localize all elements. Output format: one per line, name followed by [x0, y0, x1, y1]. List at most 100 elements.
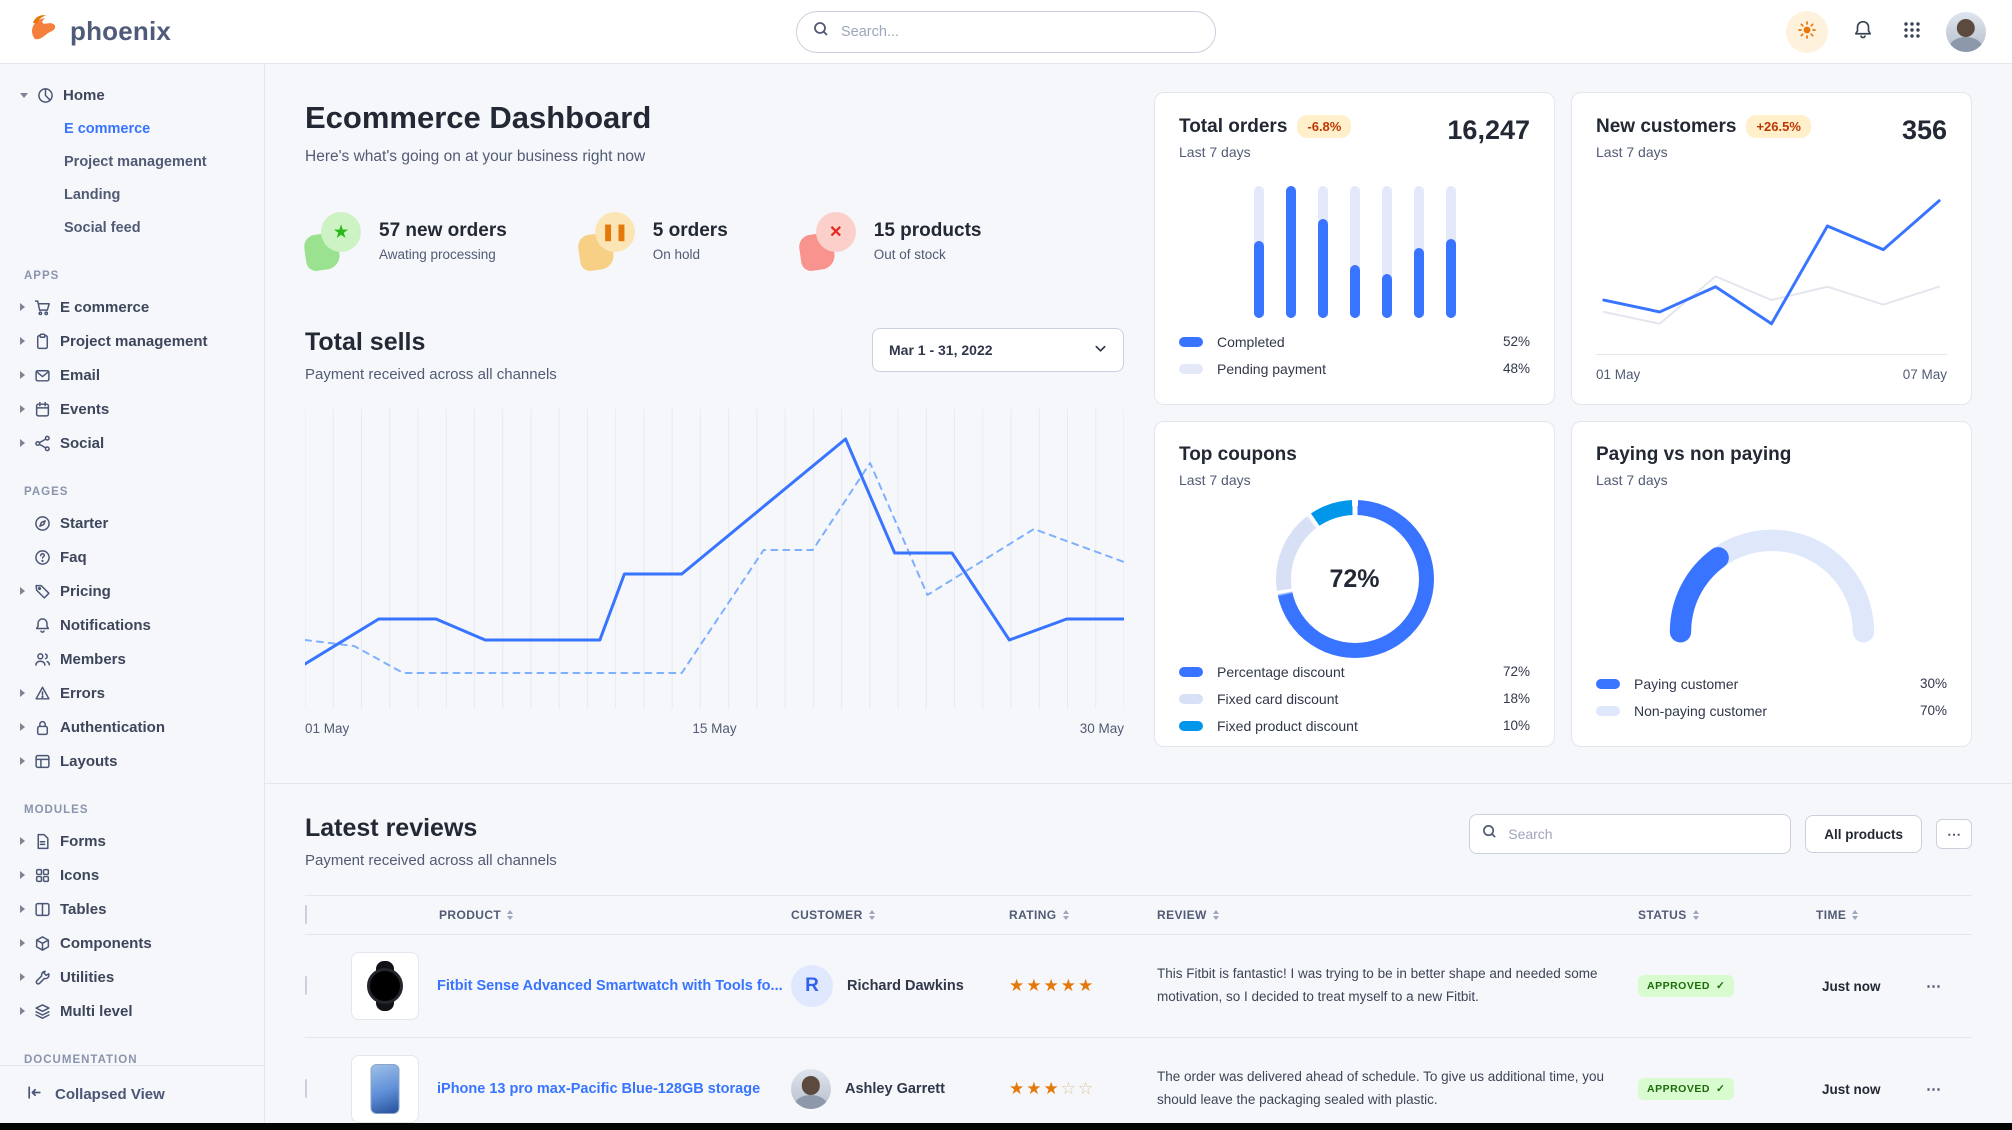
sort-icon: [507, 910, 513, 920]
sidebar-item-label: Utilities: [60, 968, 115, 986]
sidebar-item-authentication[interactable]: Authentication: [0, 710, 264, 744]
sidebar-section-label-pages: PAGES: [24, 486, 69, 498]
sidebar-item-utilities[interactable]: Utilities: [0, 960, 264, 994]
check-icon: ✓: [1715, 1083, 1726, 1095]
apps-menu-button[interactable]: [1898, 16, 1926, 47]
product-link[interactable]: iPhone 13 pro max-Pacific Blue-128GB sto…: [437, 1080, 761, 1097]
stat-orders-on-hold: ❚❚ 5 orders On hold: [576, 212, 728, 273]
check-icon: ✓: [1715, 980, 1726, 992]
status-badge: APPROVED ✓: [1638, 975, 1735, 997]
star-empty-icon: ☆: [1078, 1079, 1096, 1098]
sidebar-item-label: Pricing: [60, 582, 111, 600]
all-products-button[interactable]: All products: [1805, 815, 1922, 853]
legend-label: Fixed card discount: [1217, 690, 1339, 707]
column-header-product[interactable]: PRODUCT: [351, 908, 791, 922]
sidebar-item-forms[interactable]: Forms: [0, 824, 264, 858]
column-header-rating[interactable]: RATING: [1009, 908, 1157, 922]
sidebar-item-social-feed[interactable]: Social feed: [64, 219, 141, 236]
sidebar-item-home[interactable]: Home: [0, 78, 264, 112]
sidebar-item-label: Events: [60, 400, 110, 418]
brand[interactable]: phoenix: [26, 12, 171, 51]
legend-swatch: [1179, 666, 1203, 677]
sidebar-item-project-management[interactable]: Project management: [64, 153, 207, 170]
sidebar-item-faq[interactable]: Faq: [0, 540, 264, 574]
legend-label: Non-paying customer: [1634, 702, 1768, 719]
sidebar-item-errors[interactable]: Errors: [0, 676, 264, 710]
sidebar-item-members[interactable]: Members: [0, 642, 264, 676]
more-options-icon[interactable]: ⋯: [1926, 978, 1942, 995]
sidebar-item-icons[interactable]: Icons: [0, 858, 264, 892]
envelope-icon: [34, 367, 51, 384]
apps-grid-icon: [1902, 20, 1922, 43]
sidebar-item-project-management[interactable]: Project management: [0, 324, 264, 358]
time-cell: Just now: [1822, 1081, 1881, 1097]
column-header-review[interactable]: REVIEW: [1157, 908, 1638, 922]
sidebar-item-events[interactable]: Events: [0, 392, 264, 426]
select-all-checkbox[interactable]: [305, 905, 307, 924]
brand-name: phoenix: [70, 16, 172, 46]
reviews-search-input[interactable]: [1506, 825, 1779, 843]
sidebar-item-tables[interactable]: Tables: [0, 892, 264, 926]
sidebar-item-multi-level[interactable]: Multi level: [0, 994, 264, 1028]
product-link[interactable]: Fitbit Sense Advanced Smartwatch with To…: [437, 977, 783, 994]
row-checkbox[interactable]: [305, 976, 307, 995]
collapse-sidebar-button[interactable]: Collapsed View: [0, 1065, 264, 1123]
more-options-icon[interactable]: ⋯: [1926, 1081, 1942, 1098]
column-header-status[interactable]: STATUS: [1638, 908, 1816, 922]
product-thumbnail-iphone: [351, 1055, 419, 1123]
order-bar: [1253, 186, 1264, 318]
order-bar-fill: [1285, 186, 1296, 318]
product-cell: iPhone 13 pro max-Pacific Blue-128GB sto…: [351, 1055, 791, 1123]
pie-chart-icon: [37, 87, 54, 104]
legend-value: 30%: [1919, 676, 1947, 691]
latest-reviews-section: Latest reviews Payment received across a…: [265, 783, 2012, 1130]
star-filled-icon: ★: [1060, 976, 1078, 995]
caret-down-icon: [20, 92, 28, 98]
total-sells-chart: 01 May 15 May 30 May: [305, 409, 1124, 736]
legend-label: Completed: [1217, 333, 1285, 350]
row-checkbox[interactable]: [305, 1079, 307, 1098]
caret-right-icon: [20, 871, 25, 879]
column-header-time[interactable]: TIME: [1816, 908, 1926, 922]
customer-avatar-photo: [791, 1069, 831, 1109]
card-title: Top coupons: [1179, 444, 1297, 465]
caret-right-icon: [20, 1007, 25, 1015]
reviews-search[interactable]: [1469, 814, 1792, 854]
sort-icon: [869, 910, 875, 920]
sidebar-item-e-commerce[interactable]: E commerce: [64, 120, 151, 137]
global-search[interactable]: [796, 10, 1216, 53]
sidebar-item-landing[interactable]: Landing: [64, 186, 121, 203]
top-navbar: phoenix: [0, 0, 2012, 64]
column-header-customer[interactable]: CUSTOMER: [791, 908, 1009, 922]
order-bar: [1349, 186, 1360, 318]
notifications-button[interactable]: [1848, 15, 1878, 48]
legend-value: 70%: [1919, 703, 1947, 718]
search-icon: [813, 21, 829, 42]
series-previous-period: [305, 462, 1124, 674]
theme-toggle-button[interactable]: [1786, 10, 1828, 53]
search-input[interactable]: [839, 22, 1199, 41]
total-sells-subtitle: Payment received across all channels: [305, 366, 557, 383]
column-header-label: STATUS: [1638, 908, 1687, 922]
sidebar-item-layouts[interactable]: Layouts: [0, 744, 264, 778]
stat-sublabel: Awating processing: [379, 247, 496, 262]
sidebar-item-components[interactable]: Components: [0, 926, 264, 960]
sidebar-item-email[interactable]: Email: [0, 358, 264, 392]
sidebar-item-pricing[interactable]: Pricing: [0, 574, 264, 608]
sidebar-item-e-commerce[interactable]: E commerce: [0, 290, 264, 324]
box-icon: [34, 935, 51, 952]
order-bar: [1413, 186, 1424, 318]
caret-right-icon: [20, 905, 25, 913]
sidebar-item-social[interactable]: Social: [0, 426, 264, 460]
legend-swatch: [1179, 363, 1203, 374]
more-options-button[interactable]: ⋯: [1936, 819, 1972, 849]
sidebar-item-starter[interactable]: Starter: [0, 506, 264, 540]
column-header-label: CUSTOMER: [791, 908, 863, 922]
card-title: New customers: [1596, 115, 1737, 137]
legend-item-percentage-discount: Percentage discount 72%: [1179, 658, 1530, 685]
phoenix-logo-icon: [26, 12, 60, 51]
date-range-select[interactable]: Mar 1 - 31, 2022: [872, 328, 1124, 372]
user-avatar[interactable]: [1946, 11, 1986, 52]
star-empty-icon: ☆: [1060, 1079, 1078, 1098]
sidebar-item-notifications[interactable]: Notifications: [0, 608, 264, 642]
